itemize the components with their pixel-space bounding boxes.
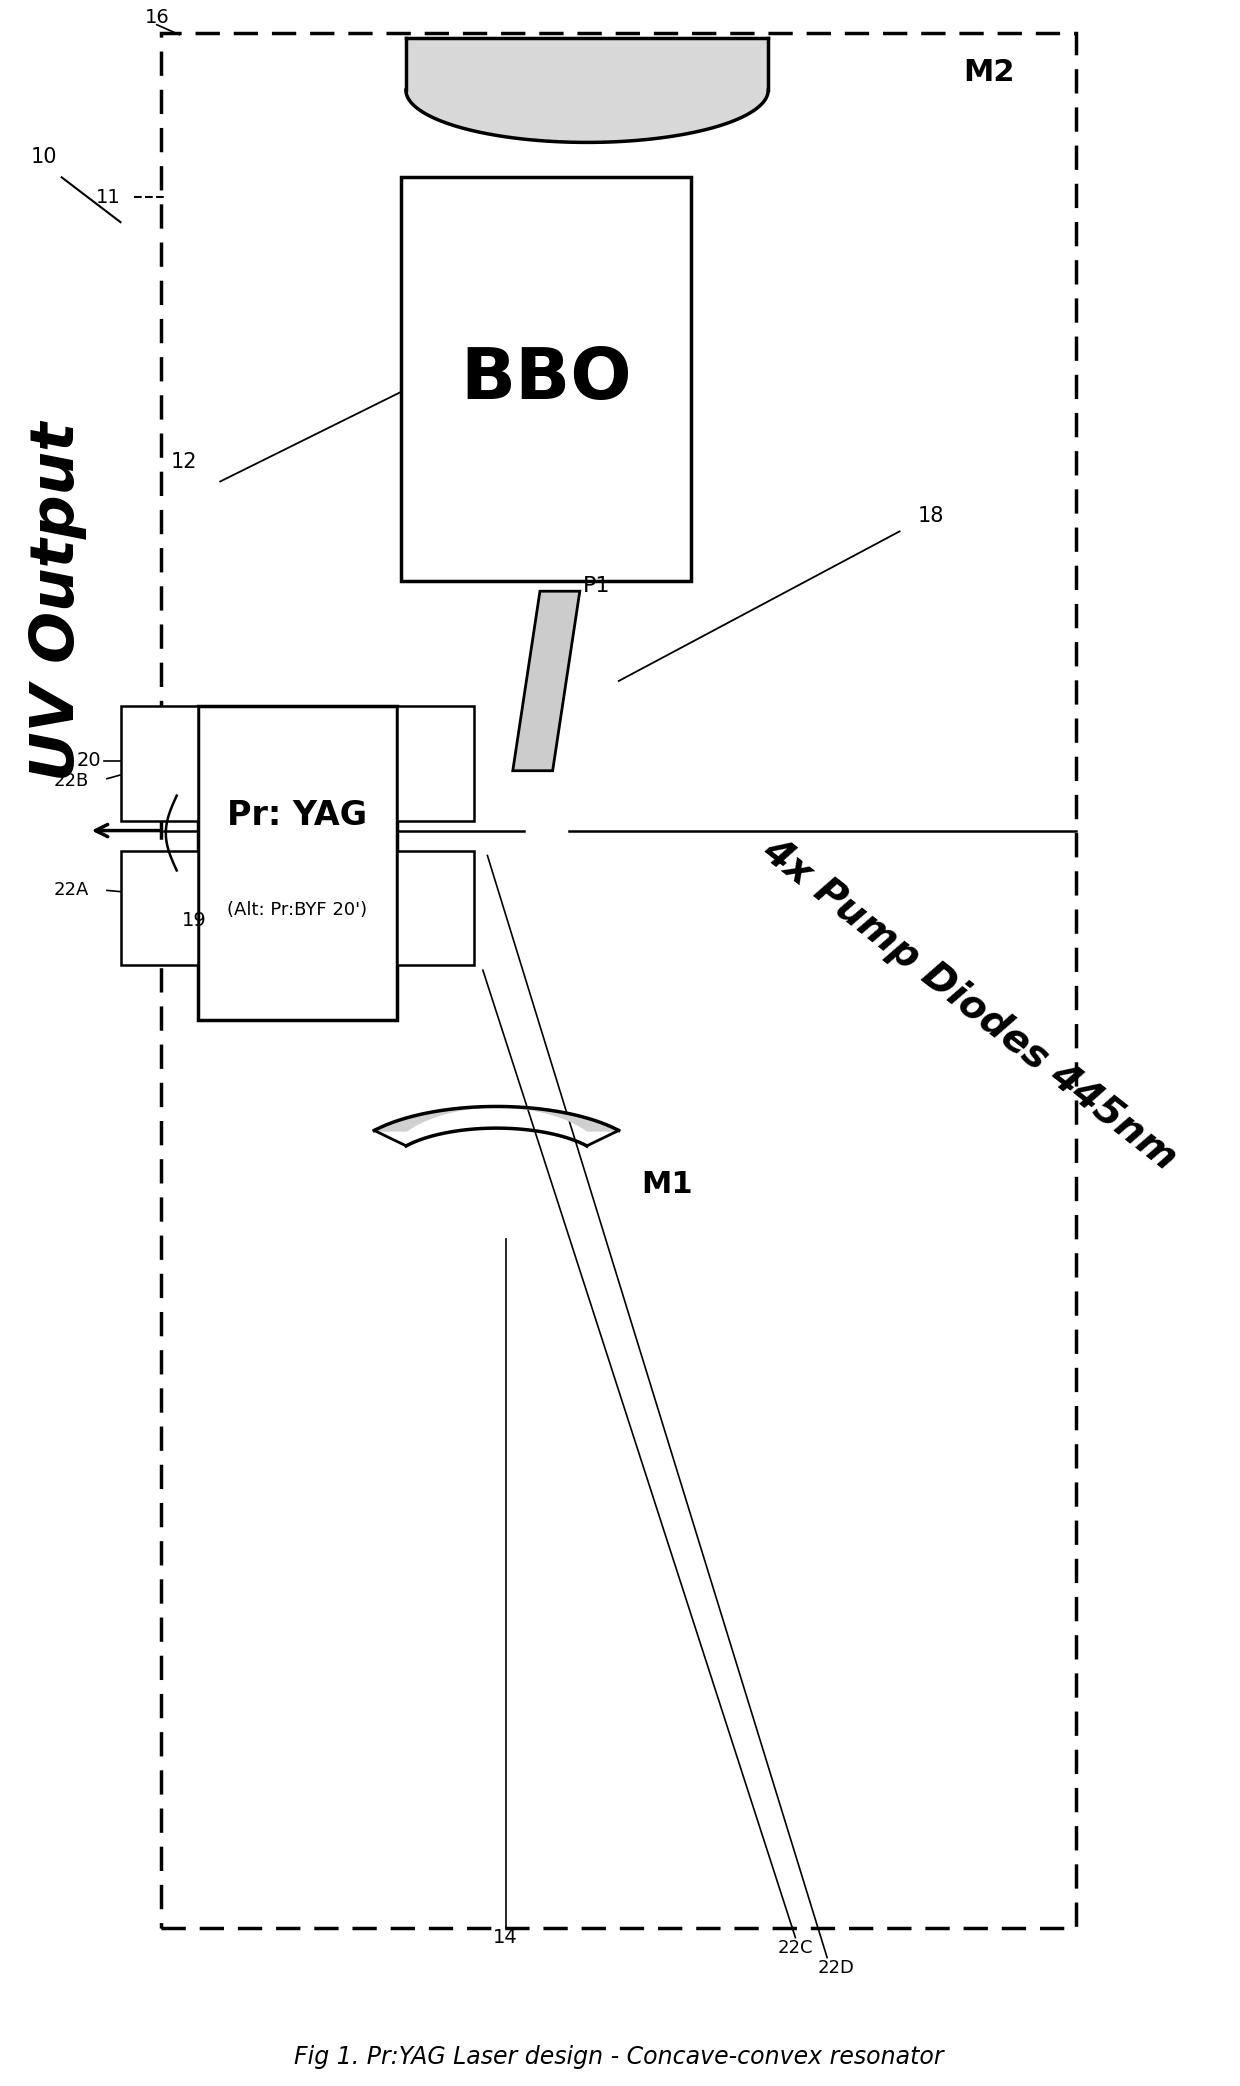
Polygon shape: [513, 590, 580, 770]
Text: 22D: 22D: [817, 1959, 854, 1978]
Bar: [120, 705, 197, 820]
Text: 22C: 22C: [777, 1938, 813, 1957]
Text: (Alt: Pr:BYF 20'): (Alt: Pr:BYF 20'): [227, 901, 367, 920]
Text: M2: M2: [963, 58, 1014, 88]
Text: UV Output: UV Output: [27, 421, 87, 780]
Bar: [161, 33, 1076, 1927]
Text: 19: 19: [182, 912, 207, 930]
Text: 10: 10: [30, 148, 57, 167]
Text: M1: M1: [641, 1170, 693, 1199]
Bar: [197, 705, 397, 1020]
Text: BBO: BBO: [460, 344, 632, 413]
Text: 22A: 22A: [53, 882, 89, 899]
Bar: [120, 851, 197, 966]
Text: 14: 14: [494, 1927, 518, 1946]
Bar: [402, 177, 691, 582]
Bar: [397, 851, 474, 966]
Text: 12: 12: [171, 451, 197, 471]
Text: 22B: 22B: [53, 772, 89, 791]
Text: P1: P1: [583, 576, 610, 597]
Bar: [397, 705, 474, 820]
Polygon shape: [405, 38, 769, 142]
Text: 16: 16: [144, 8, 169, 27]
Text: Pr: YAG: Pr: YAG: [227, 799, 367, 832]
Text: 4x Pump Diodes 445nm: 4x Pump Diodes 445nm: [755, 830, 1183, 1177]
Text: 11: 11: [95, 188, 120, 207]
Text: 18: 18: [918, 507, 944, 526]
Text: Fig 1. Pr:YAG Laser design - Concave-convex resonator: Fig 1. Pr:YAG Laser design - Concave-con…: [294, 2044, 944, 2069]
Text: 20: 20: [77, 751, 102, 770]
